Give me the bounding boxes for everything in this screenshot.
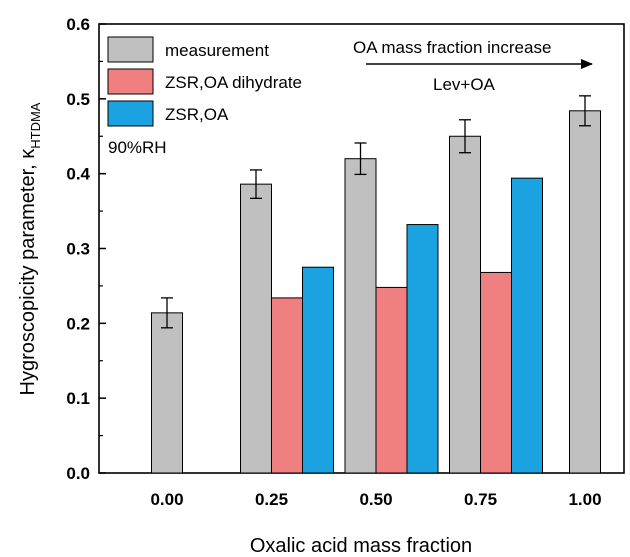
- system-annotation: Lev+OA: [433, 75, 496, 94]
- y-tick-label: 0.1: [66, 389, 90, 408]
- bars-layer: [151, 110, 601, 474]
- x-tick-label: 0.00: [150, 490, 183, 509]
- x-tick-label: 1.00: [568, 490, 601, 509]
- rh-annotation: 90%RH: [108, 138, 167, 157]
- y-tick-label: 0.5: [66, 90, 90, 109]
- x-tick-label: 0.25: [255, 490, 288, 509]
- arrow-annotation: OA mass fraction increase: [353, 38, 551, 57]
- y-tick-label: 0.2: [66, 314, 90, 333]
- bar-measurement-0-75: [449, 135, 481, 474]
- bar-zsr-oa-0-50: [406, 224, 439, 474]
- y-axis-title-main: Hygroscopicity parameter, κ: [17, 148, 39, 396]
- legend-label-zsr-oa: ZSR,OA: [165, 105, 229, 124]
- legend-swatch-zsr-oa: [107, 100, 154, 127]
- error-bars-layer: [161, 95, 591, 329]
- x-axis-title: Oxalic acid mass fraction: [250, 535, 472, 557]
- legend-label-zsr-oa-dihydrate: ZSR,OA dihydrate: [165, 73, 302, 92]
- bar-zsr-oa-dihydrate-0-75: [480, 271, 512, 474]
- bar-zsr-oa-dihydrate-0-50: [375, 286, 408, 474]
- bar-measurement-0-25: [240, 183, 272, 474]
- bar-measurement-0-00: [151, 312, 183, 474]
- y-axis-title: Hygroscopicity parameter, κHTDMA: [17, 102, 43, 395]
- legend: measurement ZSR,OA dihydrate ZSR,OA: [107, 36, 302, 127]
- legend-label-measurement: measurement: [165, 41, 269, 60]
- y-axis-title-subscript: HTDMA: [28, 102, 43, 149]
- bar-measurement-0-50: [344, 158, 377, 474]
- y-tick-label: 0.0: [66, 464, 90, 483]
- bar-zsr-oa-0-75: [511, 177, 543, 474]
- bar-measurement-1-00: [569, 110, 601, 474]
- x-tick-label: 0.50: [359, 490, 392, 509]
- x-tick-label: 0.75: [464, 490, 497, 509]
- bar-zsr-oa-dihydrate-0-25: [271, 297, 303, 474]
- y-axis-ticks: 0.0 0.1 0.2 0.3 0.4 0.5 0.6: [66, 15, 106, 483]
- bar-zsr-oa-0-25: [302, 266, 334, 474]
- y-tick-label: 0.6: [66, 15, 90, 34]
- legend-swatch-zsr-oa-dihydrate: [107, 68, 154, 95]
- y-tick-label: 0.4: [66, 165, 90, 184]
- y-tick-label: 0.3: [66, 240, 90, 259]
- legend-swatch-measurement: [107, 36, 154, 63]
